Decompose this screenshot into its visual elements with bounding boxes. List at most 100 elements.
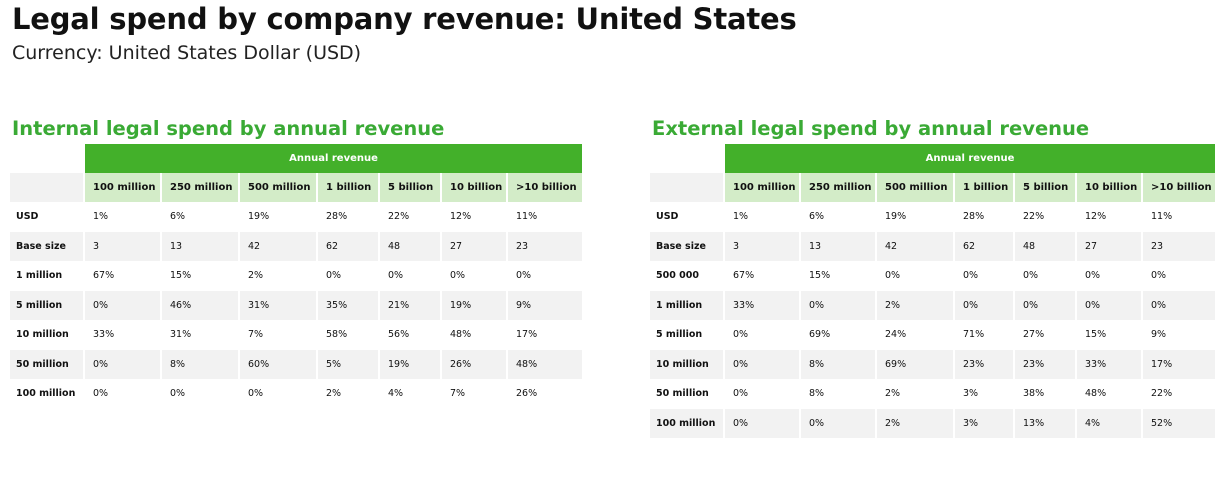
table-cell: 0%	[85, 290, 160, 320]
table-cell: 23	[1143, 231, 1216, 261]
row-label: 50 million	[10, 349, 83, 379]
table-cell: 2%	[326, 388, 342, 400]
table-cell: 62	[318, 231, 378, 261]
table-cell: 0%	[1143, 290, 1216, 320]
table-row: 1 million 67% 15% 2% 0% 0% 0% 0%	[10, 261, 582, 291]
row-label: 100 million	[650, 408, 723, 438]
table-cell: 42	[877, 231, 953, 261]
table-cell: 19%	[885, 211, 907, 223]
header-corner-cell	[650, 173, 723, 202]
table-cell: 38%	[1023, 388, 1045, 400]
internal-spend-table: Annual revenue 100 million 250 million 5…	[8, 144, 584, 409]
table-cell: 22%	[1151, 388, 1173, 400]
external-table-title: External legal spend by annual revenue	[652, 117, 1090, 140]
table-cell: 8%	[801, 349, 875, 379]
table-cell: 2%	[877, 290, 953, 320]
table-cell: 48%	[450, 329, 472, 341]
table-cell: 11%	[1151, 211, 1173, 223]
row-label: 100 million	[16, 388, 76, 400]
table-cell: 21%	[380, 290, 440, 320]
table-cell: 3%	[955, 408, 1013, 438]
table-cell: 48	[1015, 231, 1075, 261]
table-cell: 7%	[450, 388, 466, 400]
table-cell: 0%	[85, 349, 160, 379]
table-row: 100 million 0% 0% 2% 3% 13% 4% 52%	[650, 408, 1216, 438]
column-header: 100 million	[85, 173, 160, 202]
table-cell: 9%	[1151, 329, 1167, 341]
table-cell: 26%	[516, 388, 538, 400]
table-cell: 26%	[442, 349, 506, 379]
table-cell: 13%	[1015, 408, 1075, 438]
table-row: 50 million 0% 8% 2% 3% 38% 48% 22%	[650, 379, 1215, 409]
table-cell: 7%	[248, 329, 264, 341]
table-cell: 31%	[240, 290, 316, 320]
external-table-body: USD 1% 6% 19% 28% 22% 12% 11% Base size 3 13 42 62 48…	[650, 202, 1216, 438]
table-cell: 1%	[733, 211, 749, 223]
header-spacer	[650, 144, 723, 173]
table-cell: 67%	[93, 270, 115, 282]
row-label: 10 million	[650, 349, 723, 379]
column-header: 5 billion	[1015, 173, 1075, 202]
column-header: 10 billion	[442, 173, 506, 202]
table-cell: 31%	[170, 329, 192, 341]
table-cell: 0%	[516, 270, 532, 282]
page-subtitle: Currency: United States Dollar (USD)	[12, 42, 362, 64]
row-label: 1 million	[650, 290, 723, 320]
row-label: 5 million	[656, 329, 703, 341]
row-label: USD	[656, 211, 679, 223]
table-cell: 52%	[1143, 408, 1216, 438]
row-label: 5 million	[10, 290, 83, 320]
table-cell: 9%	[508, 290, 583, 320]
table-cell: 0%	[1151, 270, 1167, 282]
table-row: 10 million 0% 8% 69% 23% 23% 33% 17%	[650, 349, 1216, 379]
table-cell: 23%	[1015, 349, 1075, 379]
column-header: 250 million	[801, 173, 875, 202]
table-cell: 48%	[508, 349, 583, 379]
table-cell: 8%	[809, 388, 825, 400]
table-cell: 15%	[809, 270, 831, 282]
table-cell: 56%	[388, 329, 410, 341]
table-row: 5 million 0% 69% 24% 71% 27% 15% 9%	[650, 320, 1215, 350]
table-cell: 60%	[240, 349, 316, 379]
table-cell: 42	[240, 231, 316, 261]
column-header: >10 billion	[508, 173, 583, 202]
table-cell: 58%	[326, 329, 348, 341]
table-cell: 0%	[733, 329, 749, 341]
table-cell: 22%	[388, 211, 410, 223]
table-cell: 0%	[1015, 290, 1075, 320]
column-header: 1 billion	[955, 173, 1013, 202]
table-cell: 11%	[516, 211, 538, 223]
table-cell: 33%	[93, 329, 115, 341]
annual-revenue-header: Annual revenue	[85, 144, 583, 173]
table-cell: 0%	[963, 270, 979, 282]
table-cell: 62	[955, 231, 1013, 261]
table-cell: 19%	[380, 349, 440, 379]
table-cell: 33%	[725, 290, 799, 320]
table-cell: 0%	[450, 270, 466, 282]
column-header: 250 million	[162, 173, 238, 202]
table-cell: 33%	[1077, 349, 1141, 379]
annual-revenue-header: Annual revenue	[725, 144, 1216, 173]
row-label: 10 million	[16, 329, 69, 341]
table-cell: 13	[162, 231, 238, 261]
table-cell: 23%	[955, 349, 1013, 379]
table-cell: 3%	[963, 388, 979, 400]
table-cell: 0%	[801, 408, 875, 438]
table-cell: 28%	[963, 211, 985, 223]
table-cell: 12%	[1085, 211, 1107, 223]
column-header: 1 billion	[318, 173, 378, 202]
row-label: Base size	[10, 231, 83, 261]
table-row: 50 million 0% 8% 60% 5% 19% 26% 48%	[10, 349, 583, 379]
table-row: 100 million 0% 0% 0% 2% 4% 7% 26%	[10, 379, 582, 409]
header-corner-cell	[10, 173, 83, 202]
table-cell: 0%	[1023, 270, 1039, 282]
internal-table-title: Internal legal spend by annual revenue	[12, 117, 445, 140]
table-cell: 0%	[170, 388, 186, 400]
table-cell: 1%	[93, 211, 109, 223]
table-cell: 2%	[248, 270, 264, 282]
table-cell: 35%	[318, 290, 378, 320]
page-title: Legal spend by company revenue: United S…	[12, 2, 797, 36]
table-cell: 0%	[326, 270, 342, 282]
table-cell: 8%	[162, 349, 238, 379]
table-row: USD 1% 6% 19% 28% 22% 12% 11%	[10, 202, 582, 232]
